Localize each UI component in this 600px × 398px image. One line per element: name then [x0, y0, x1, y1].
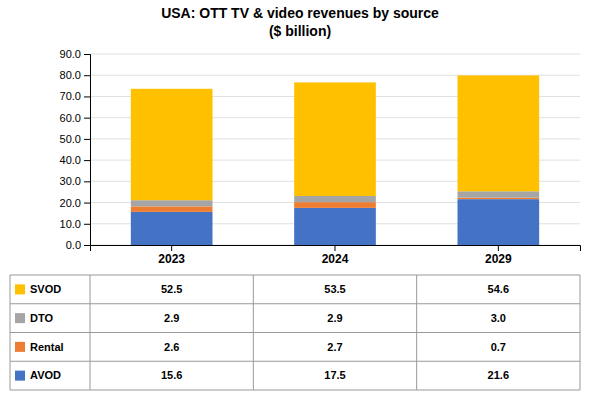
plot: 0.0 10.0 20.0 30.0 40.0 50.0 60.0 70.0 80.0 90.0 2…	[60, 48, 581, 266]
table-cell: 0.7	[491, 341, 506, 353]
axis-line	[91, 246, 581, 252]
tick-label: 2023	[158, 252, 185, 266]
table-border	[90, 275, 91, 390]
series	[131, 199, 539, 245]
table-row-label: SVOD	[30, 283, 61, 295]
table-swatch	[15, 371, 25, 381]
table-row-label: DTO	[30, 312, 53, 324]
table-cell: 53.5	[324, 283, 345, 295]
table-cell: 54.6	[488, 283, 509, 295]
bar	[458, 198, 540, 199]
table-cell: 3.0	[491, 312, 506, 324]
tick-mark	[84, 224, 90, 225]
bar	[294, 82, 376, 196]
y-tick: 20.0	[60, 197, 90, 209]
tick-label: 90.0	[60, 48, 81, 60]
table-border	[10, 275, 11, 390]
tick-mark	[84, 160, 90, 161]
bar	[131, 212, 213, 245]
y-tick: 40.0	[60, 154, 90, 166]
bar	[458, 199, 540, 245]
grid	[90, 54, 580, 245]
table-swatch	[15, 284, 25, 294]
table-border	[416, 275, 417, 390]
x-tick: 2029	[485, 245, 512, 266]
y-tick: 90.0	[60, 48, 90, 60]
tick-label: 10.0	[60, 218, 81, 230]
bar	[458, 75, 540, 191]
tick-label: 80.0	[60, 69, 81, 81]
table-cell: 17.5	[324, 369, 345, 381]
x-tick: 2024	[322, 245, 349, 266]
tick-mark	[171, 245, 172, 251]
tick-mark	[498, 245, 499, 251]
tick-mark	[84, 75, 90, 76]
table-cell: 15.6	[161, 369, 182, 381]
y-tick: 30.0	[60, 175, 90, 187]
tick-mark	[84, 245, 90, 246]
tick-label: 60.0	[60, 112, 81, 124]
table-row-label: Rental	[30, 341, 64, 353]
tick-label: 0.0	[66, 239, 81, 251]
table-border	[10, 361, 580, 362]
bar	[458, 191, 540, 197]
table-cell: 2.6	[164, 341, 179, 353]
tick-label: 20.0	[60, 197, 81, 209]
y-tick: 10.0	[60, 218, 90, 230]
series	[131, 75, 539, 200]
table-cell: 2.7	[327, 341, 342, 353]
x-axis: 2023 2024 2029	[91, 245, 581, 266]
grid-line	[90, 54, 580, 55]
table-border	[10, 275, 580, 276]
chart: USA: OTT TV & video revenues by source ($…	[0, 0, 600, 398]
title-line: ($ billion)	[269, 23, 331, 39]
bar	[131, 200, 213, 206]
table-cell: 21.6	[488, 369, 509, 381]
table-swatch	[15, 313, 25, 323]
y-tick: 50.0	[60, 133, 90, 145]
table-cell: 2.9	[327, 312, 342, 324]
bar	[294, 208, 376, 245]
y-tick: 60.0	[60, 112, 90, 124]
title: USA: OTT TV & video revenues by source ($…	[161, 5, 439, 39]
tick-label: 2024	[322, 252, 349, 266]
tick-label: 40.0	[60, 154, 81, 166]
tick-mark	[84, 96, 90, 97]
axis-line	[84, 55, 91, 246]
bars	[131, 75, 539, 245]
y-axis: 0.0 10.0 20.0 30.0 40.0 50.0 60.0 70.0 80.0 90.0	[60, 48, 91, 251]
table-swatch	[15, 342, 25, 352]
table-border	[10, 303, 580, 304]
y-tick: 80.0	[60, 69, 90, 81]
bar	[294, 196, 376, 202]
table-border	[10, 332, 580, 333]
tick-label: 70.0	[60, 90, 81, 102]
tick-label: 30.0	[60, 175, 81, 187]
x-tick: 2023	[158, 245, 185, 266]
y-tick: 70.0	[60, 90, 90, 102]
table-cell: 2.9	[164, 312, 179, 324]
title-line: USA: OTT TV & video revenues by source	[161, 5, 439, 21]
table-row-label: AVOD	[30, 369, 61, 381]
bar	[131, 89, 213, 200]
tick-mark	[84, 54, 90, 55]
tick-mark	[84, 139, 90, 140]
bar	[131, 206, 213, 212]
tick-mark	[84, 203, 90, 204]
y-tick: 0.0	[66, 239, 90, 251]
data-table: SVOD 52.5 53.5 54.6 DTO 2.9 2.9 3.0 Rental 2.6 2.7…	[10, 275, 580, 390]
table-cell: 52.5	[161, 283, 182, 295]
table-border	[10, 390, 580, 391]
bar	[294, 202, 376, 208]
tick-label: 2029	[485, 252, 512, 266]
tick-mark	[335, 245, 336, 251]
table-border	[580, 275, 581, 390]
tick-mark	[84, 118, 90, 119]
table-border	[253, 275, 254, 390]
tick-mark	[84, 181, 90, 182]
tick-label: 50.0	[60, 133, 81, 145]
